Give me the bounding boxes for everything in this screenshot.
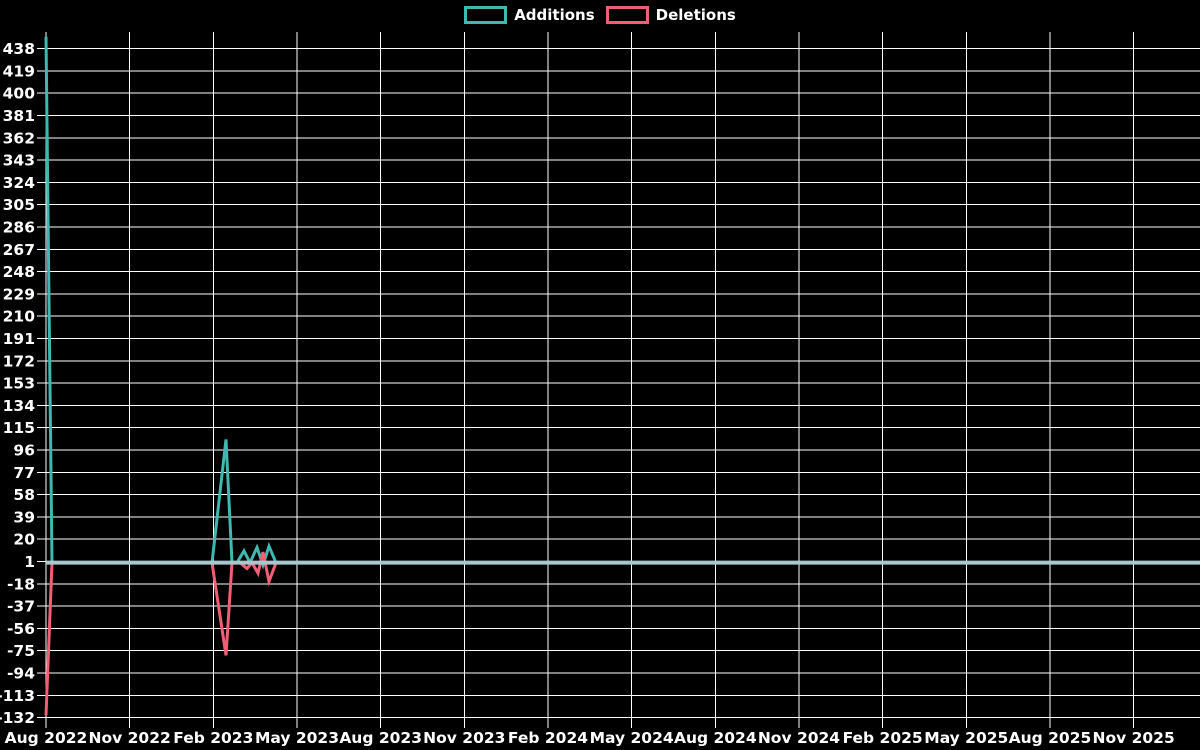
x-tick-label: Aug 2024 — [674, 729, 757, 747]
x-tick-label: Aug 2025 — [1009, 729, 1092, 747]
y-tick-label: 438 — [3, 40, 35, 58]
x-tick-label: May 2023 — [255, 729, 339, 747]
y-tick-label: 286 — [3, 218, 35, 236]
y-tick-label: -75 — [7, 642, 35, 660]
y-tick-label: 77 — [13, 464, 35, 482]
y-tick-label: 134 — [3, 397, 36, 415]
deletions-swatch-icon — [605, 6, 649, 24]
y-tick-label: 324 — [3, 174, 36, 192]
x-tick-label: Aug 2023 — [339, 729, 422, 747]
y-tick-label: 343 — [3, 152, 35, 170]
y-tick-label: 1 — [24, 553, 35, 571]
legend-label-deletions: Deletions — [655, 5, 736, 24]
y-tick-label: 362 — [3, 129, 35, 147]
x-tick-label: May 2024 — [590, 729, 674, 747]
x-tick-label: Feb 2024 — [508, 729, 588, 747]
series-line-additions — [44, 36, 1200, 570]
y-tick-label: -94 — [7, 665, 35, 683]
legend-item-additions[interactable]: Additions — [464, 5, 595, 24]
y-tick-label: 381 — [3, 107, 35, 125]
x-tick-label: Nov 2023 — [423, 729, 505, 747]
y-tick-label: 267 — [3, 241, 35, 259]
y-tick-label: 172 — [3, 352, 35, 370]
y-tick-label: 96 — [13, 441, 35, 459]
y-tick-label: 58 — [13, 486, 35, 504]
y-tick-label: 20 — [13, 531, 35, 549]
legend-item-deletions[interactable]: Deletions — [605, 5, 736, 24]
y-tick-label: 248 — [3, 263, 35, 281]
legend-label-additions: Additions — [514, 5, 595, 24]
y-tick-label: 153 — [3, 375, 35, 393]
series-line-deletions — [44, 551, 1200, 716]
y-tick-label: 191 — [3, 330, 35, 348]
y-tick-label: 305 — [3, 196, 35, 214]
x-tick-label: Nov 2022 — [89, 729, 171, 747]
additions-swatch-icon — [464, 6, 508, 24]
x-tick-label: May 2025 — [924, 729, 1008, 747]
y-tick-label: 229 — [3, 285, 35, 303]
y-tick-label: 419 — [3, 62, 35, 80]
y-tick-label: -37 — [7, 598, 35, 616]
chart-legend: Additions Deletions — [0, 6, 1200, 24]
y-tick-label: 400 — [3, 85, 36, 103]
y-tick-label: -113 — [0, 687, 35, 705]
x-tick-label: Feb 2023 — [173, 729, 253, 747]
x-tick-label: Aug 2022 — [5, 729, 88, 747]
y-tick-label: 39 — [13, 508, 35, 526]
x-tick-label: Nov 2025 — [1092, 729, 1174, 747]
x-tick-label: Feb 2025 — [843, 729, 923, 747]
y-tick-label: -56 — [7, 620, 35, 638]
y-tick-label: 115 — [3, 419, 35, 437]
x-tick-label: Nov 2024 — [758, 729, 840, 747]
y-tick-label: -18 — [7, 575, 35, 593]
y-tick-label: 210 — [3, 308, 36, 326]
y-tick-label: -132 — [0, 709, 35, 727]
